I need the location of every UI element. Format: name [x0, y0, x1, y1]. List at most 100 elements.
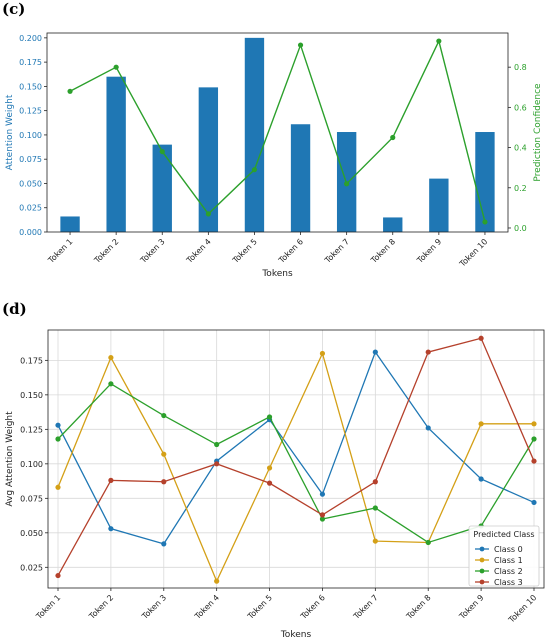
legend-title: Predicted Class	[473, 530, 534, 539]
legend-entry-label: Class 2	[494, 567, 523, 576]
bar-9	[429, 178, 449, 232]
series-line-class-2	[57, 382, 535, 544]
ytick-label: 0.100	[19, 131, 42, 140]
series-point-class-0	[319, 491, 326, 497]
ytick-label: 0.025	[19, 204, 42, 213]
ytick-label: 0.025	[20, 563, 43, 572]
legend-swatch-marker	[479, 557, 485, 563]
plot-frame-d	[47, 329, 545, 589]
bar-1	[60, 216, 80, 232]
series-point-class-2	[531, 436, 537, 442]
class-attention-line-chart: 0.025 0.050 0.075 0.100 0.125 0.150 0.175 Token…	[5, 329, 545, 640]
series-point-class-1	[214, 578, 220, 584]
series-point-class-2	[425, 539, 431, 546]
legend-entry-label: Class 3	[494, 578, 523, 587]
confidence-point-2	[113, 64, 119, 70]
series-point-class-1	[531, 421, 537, 427]
series-point-class-3	[425, 349, 431, 355]
series-point-class-0	[425, 425, 431, 431]
ytick-label: 0.175	[19, 58, 42, 67]
series-point-class-0	[161, 541, 167, 547]
xtick-label: Token 5	[245, 593, 274, 622]
y-axis-label: Avg Attention Weight	[5, 411, 15, 507]
panel-label-d: (d)	[2, 300, 27, 318]
series-line-class-0	[57, 350, 535, 545]
bar-4	[198, 87, 219, 232]
xtick-label: Token 2	[92, 237, 121, 266]
bar-6	[290, 124, 311, 232]
series-point-class-2	[108, 381, 114, 387]
xtick-label: Token 1	[46, 237, 75, 266]
ytick-label: 0.100	[20, 460, 43, 469]
ytick-label: 0.050	[19, 179, 42, 188]
legend-swatch-marker	[479, 579, 485, 585]
legend-swatch-marker	[479, 568, 485, 574]
confidence-point-3	[159, 148, 165, 155]
y-axis-label: Attention Weight	[5, 94, 15, 170]
series-point-class-0	[478, 476, 484, 482]
confidence-point-6	[297, 42, 304, 48]
bar-10	[475, 132, 495, 232]
panel-label-c: (c)	[2, 0, 25, 18]
y2tick-label: 0.8	[514, 63, 527, 72]
series-point-class-0	[531, 499, 537, 506]
y2tick-label: 0.0	[514, 224, 527, 233]
xtick-label: Token 4	[184, 237, 213, 266]
series-point-class-1	[372, 538, 378, 544]
series-point-class-0	[55, 422, 61, 428]
legend-swatch-marker	[479, 546, 485, 552]
series-point-class-3	[531, 458, 537, 464]
ytick-label: 0.075	[19, 155, 42, 164]
ytick-label: 0.075	[20, 494, 43, 503]
legend-entry-label: Class 0	[494, 545, 523, 554]
legend-entry-label: Class 1	[494, 556, 523, 565]
bar-5	[244, 37, 265, 233]
y2tick-label: 0.2	[514, 184, 527, 193]
bar-2	[106, 76, 126, 233]
confidence-point-1	[67, 88, 73, 94]
series-point-class-0	[108, 526, 114, 532]
series-point-class-2	[372, 505, 378, 511]
series-line-class-3	[57, 337, 535, 576]
series-point-class-3	[372, 479, 378, 485]
series-point-class-1	[161, 451, 167, 457]
xtick-label: Token 1	[34, 593, 63, 622]
confidence-point-5	[251, 167, 258, 173]
series-point-class-2	[55, 436, 61, 442]
ytick-label: 0.175	[20, 356, 43, 365]
ytick-label: 0.125	[19, 107, 42, 116]
ytick-label: 0.150	[19, 82, 42, 91]
y2-axis-label: Prediction Confidence	[533, 83, 543, 182]
confidence-point-4	[205, 211, 211, 217]
series-point-class-1	[55, 484, 61, 490]
xtick-label: Token 9	[457, 593, 486, 622]
series-point-class-3	[55, 572, 61, 579]
ytick-label: 0.000	[19, 228, 42, 237]
ytick-label: 0.150	[20, 391, 43, 400]
xtick-label: Token 8	[404, 593, 433, 622]
series-point-class-1	[266, 465, 273, 471]
series-point-class-3	[161, 479, 167, 485]
xtick-label: Token 6	[298, 593, 327, 622]
series-point-class-3	[108, 477, 114, 483]
confidence-point-10	[482, 219, 488, 225]
series-point-class-3	[478, 335, 484, 341]
xtick-label: Token 2	[87, 593, 116, 622]
series-point-class-1	[108, 354, 114, 361]
xtick-label: Token 10	[457, 237, 489, 269]
confidence-line	[69, 38, 486, 223]
attention-bar-chart: 0.000 0.025 0.050 0.075 0.100 0.125 0.150 0.175…	[5, 32, 543, 279]
confidence-point-8	[390, 134, 396, 141]
xtick-label: Token 6	[276, 237, 305, 266]
series-point-class-3	[214, 461, 220, 467]
xtick-label: Token 5	[230, 237, 259, 266]
plot-frame-c	[46, 32, 509, 233]
xtick-label: Token 3	[140, 593, 169, 622]
bar-8	[383, 217, 403, 232]
series-point-class-0	[372, 349, 378, 355]
xtick-label: Token 10	[506, 593, 538, 625]
xtick-label: Token 4	[193, 593, 222, 622]
confidence-point-7	[344, 181, 350, 187]
bar-3	[152, 144, 172, 232]
